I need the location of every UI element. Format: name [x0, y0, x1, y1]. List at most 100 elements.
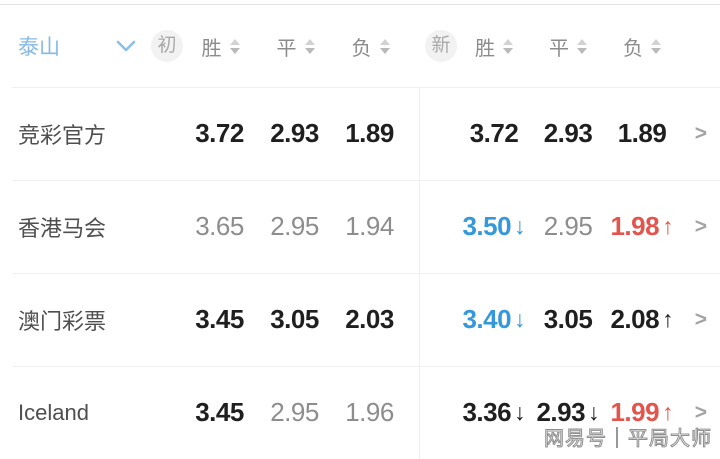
- latest-odds-badge-cell: 新: [425, 30, 457, 62]
- sort-column-initial-draw[interactable]: 平: [258, 32, 333, 61]
- odds-value: 3.45: [195, 397, 244, 427]
- odds-value: 3.05: [543, 304, 593, 334]
- chevron-right-icon[interactable]: >: [694, 400, 707, 424]
- chevron-right-icon[interactable]: >: [694, 121, 707, 145]
- odds-down-arrow-icon: ↓: [514, 306, 526, 332]
- initial-odds-win: 3.45: [182, 304, 257, 335]
- latest-odds-win: 3.36 ↓: [457, 397, 531, 428]
- initial-odds-badge: 初: [151, 30, 183, 62]
- odds-value: 1.98: [610, 211, 660, 241]
- column-label-draw: 平: [549, 37, 569, 60]
- row-latest-section: 3.36 ↓ 2.93 ↓ 1.99 ↑ >: [420, 397, 720, 428]
- initial-odds-win: 3.45: [182, 397, 257, 428]
- odds-value: 3.36: [462, 397, 512, 427]
- sort-arrows-icon[interactable]: [379, 38, 390, 54]
- initial-odds-draw: 2.95: [257, 397, 332, 428]
- initial-odds-draw: 2.93: [257, 118, 332, 149]
- initial-odds-lose: 1.94: [332, 211, 407, 242]
- initial-odds-badge-cell: 初: [151, 30, 183, 62]
- latest-odds-win: 3.40 ↓: [457, 304, 531, 335]
- odds-value: 3.05: [270, 304, 319, 334]
- chevron-right-icon[interactable]: >: [694, 307, 707, 331]
- initial-odds-win: 3.72: [182, 118, 257, 149]
- row-initial-section: 香港马会 3.65 2.95 1.94: [0, 180, 420, 273]
- initial-odds-draw: 2.95: [257, 211, 332, 242]
- odds-up-arrow-icon: ↑: [662, 399, 674, 425]
- odds-value: 2.03: [345, 304, 394, 334]
- odds-down-arrow-icon: ↓: [514, 399, 526, 425]
- sort-arrows-icon[interactable]: [304, 38, 315, 54]
- row-latest-section: 3.72 2.93 1.89 >: [420, 118, 720, 149]
- sort-arrows-icon[interactable]: [651, 38, 661, 54]
- odds-value: 2.95: [270, 211, 319, 241]
- row-latest-section: 3.40 ↓ 3.05 2.08 ↑ >: [420, 304, 720, 335]
- odds-value: 1.99: [610, 397, 660, 427]
- row-initial-section: Iceland 3.45 2.95 1.96: [0, 366, 420, 459]
- team-name: 泰山: [18, 36, 60, 59]
- chevron-right-icon[interactable]: >: [694, 214, 707, 238]
- odds-value: 1.94: [345, 211, 394, 241]
- odds-value: 1.89: [617, 118, 667, 148]
- bookmaker-name: 香港马会: [18, 215, 107, 241]
- odds-value: 3.72: [469, 118, 519, 148]
- sort-column-latest-draw[interactable]: 平: [531, 32, 605, 61]
- bookmaker-row[interactable]: 香港马会 3.65 2.95 1.94 3.50 ↓ 2.95 1.98 ↑ >: [0, 180, 720, 273]
- header-left-section: 泰山 初 胜 平 负: [0, 30, 420, 62]
- row-initial-section: 澳门彩票 3.45 3.05 2.03: [0, 273, 420, 366]
- sort-column-initial-win[interactable]: 胜: [183, 32, 258, 61]
- team-selector[interactable]: 泰山: [18, 31, 151, 61]
- latest-odds-draw: 3.05: [531, 304, 605, 335]
- table-header: 泰山 初 胜 平 负 新: [0, 5, 720, 87]
- bookmaker-name: 澳门彩票: [18, 308, 107, 334]
- odds-value: 1.96: [345, 397, 394, 427]
- column-label-win: 胜: [475, 37, 495, 60]
- sort-arrows-icon[interactable]: [503, 38, 513, 54]
- row-latest-section: 3.50 ↓ 2.95 1.98 ↑ >: [420, 211, 720, 242]
- sort-column-latest-win[interactable]: 胜: [457, 32, 531, 61]
- bookmaker-name: Iceland: [18, 399, 89, 425]
- column-label-win: 胜: [201, 37, 222, 60]
- latest-odds-lose: 1.89: [605, 118, 679, 149]
- odds-value: 2.95: [270, 397, 319, 427]
- top-divider: [0, 0, 720, 5]
- initial-odds-draw: 3.05: [257, 304, 332, 335]
- latest-odds-lose: 1.98 ↑: [605, 211, 679, 242]
- odds-up-arrow-icon: ↑: [662, 213, 674, 239]
- odds-value: 2.93: [536, 397, 586, 427]
- latest-odds-draw: 2.93 ↓: [531, 397, 605, 428]
- odds-value: 3.40: [462, 304, 512, 334]
- initial-odds-win: 3.65: [182, 211, 257, 242]
- latest-odds-draw: 2.93: [531, 118, 605, 149]
- latest-odds-draw: 2.95: [531, 211, 605, 242]
- bookmaker-row[interactable]: 竞彩官方 3.72 2.93 1.89 3.72 2.93 1.89 >: [0, 87, 720, 180]
- odds-value: 3.45: [195, 304, 244, 334]
- latest-odds-lose: 1.99 ↑: [605, 397, 679, 428]
- odds-value: 2.08: [610, 304, 660, 334]
- initial-odds-lose: 1.96: [332, 397, 407, 428]
- odds-up-arrow-icon: ↑: [662, 306, 674, 332]
- column-label-lose: 负: [623, 37, 643, 60]
- latest-odds-win: 3.72: [457, 118, 531, 149]
- sort-column-initial-lose[interactable]: 负: [333, 32, 408, 61]
- sort-arrows-icon[interactable]: [229, 38, 240, 54]
- odds-down-arrow-icon: ↓: [514, 213, 526, 239]
- sort-arrows-icon[interactable]: [577, 38, 587, 54]
- initial-odds-lose: 1.89: [332, 118, 407, 149]
- odds-value: 2.95: [543, 211, 593, 241]
- bookmaker-row[interactable]: 澳门彩票 3.45 3.05 2.03 3.40 ↓ 3.05 2.08 ↑ >: [0, 273, 720, 366]
- row-initial-section: 竞彩官方 3.72 2.93 1.89: [0, 87, 420, 180]
- column-label-lose: 负: [351, 37, 372, 60]
- odds-down-arrow-icon: ↓: [588, 399, 600, 425]
- sort-column-latest-lose[interactable]: 负: [605, 32, 679, 61]
- rows: 竞彩官方 3.72 2.93 1.89 3.72 2.93 1.89 > 香港马…: [0, 87, 720, 459]
- bookmaker-row[interactable]: Iceland 3.45 2.95 1.96 3.36 ↓ 2.93 ↓ 1.99 ↑…: [0, 366, 720, 459]
- latest-odds-badge: 新: [425, 30, 457, 62]
- odds-value: 2.93: [543, 118, 593, 148]
- chevron-down-icon[interactable]: [116, 40, 136, 52]
- header-right-section: 新 胜 平 负: [420, 30, 720, 62]
- odds-value: 1.89: [345, 118, 394, 148]
- bookmaker-name: 竞彩官方: [18, 122, 107, 148]
- latest-odds-win: 3.50 ↓: [457, 211, 531, 242]
- latest-odds-lose: 2.08 ↑: [605, 304, 679, 335]
